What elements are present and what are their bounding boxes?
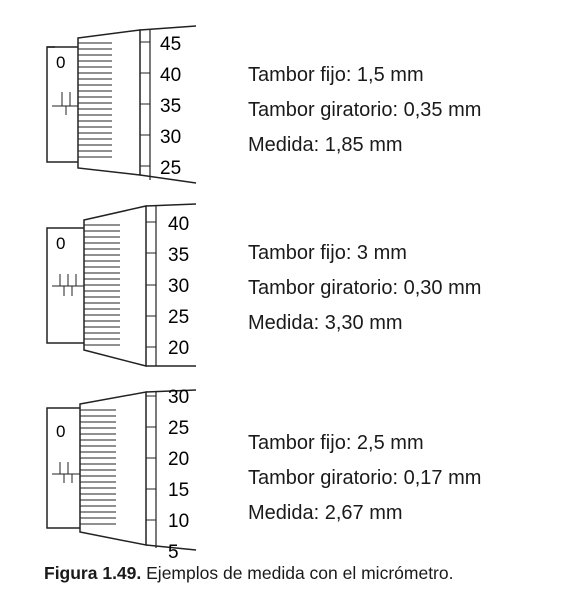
sleeve-zero-label: 0 xyxy=(56,422,65,441)
thimble-tick-label: 20 xyxy=(168,449,189,470)
measurement-block-2: Tambor fijo: 3 mm Tambor giratorio: 0,30… xyxy=(248,236,568,341)
figure-label: Figura 1.49. xyxy=(44,563,142,583)
thimble-graduations xyxy=(80,409,116,525)
thimble xyxy=(83,205,147,367)
thimble-tick-label: 25 xyxy=(160,158,181,179)
thimble-graduations xyxy=(84,224,120,346)
micrometer-drawing: 0 40 35 30 25 xyxy=(46,203,197,367)
thimble-tick-label: 40 xyxy=(168,214,189,235)
thimble-tick-label: 20 xyxy=(168,338,189,359)
micrometer-drawing: 0 45 40 35 30 xyxy=(46,25,197,184)
thimble-tick-label: 25 xyxy=(168,307,189,328)
thimble-tick-label: 5 xyxy=(168,542,179,563)
thimble-tick-label: 40 xyxy=(160,65,181,86)
thimble-tick-label: 30 xyxy=(168,276,189,297)
fixed-drum-reading: Tambor fijo: 3 mm xyxy=(248,242,407,264)
sleeve-zero-label: 0 xyxy=(56,234,65,253)
micrometer-drawing: 0 30 25 20 15 10 5 xyxy=(46,387,197,563)
thimble-tick-label: 35 xyxy=(160,96,181,117)
micrometer-diagram-1: 0 45 40 35 30 xyxy=(0,20,210,200)
rotating-drum-reading: Tambor giratorio: 0,17 mm xyxy=(248,467,482,489)
total-measurement: Medida: 3,30 mm xyxy=(248,312,403,334)
thimble-tick-label: 15 xyxy=(168,480,189,501)
thimble-graduations xyxy=(78,42,112,158)
figure-caption: Figura 1.49. Ejemplos de medida con el m… xyxy=(44,563,453,584)
thimble-tick-label: 25 xyxy=(168,418,189,439)
measurement-block-3: Tambor fijo: 2,5 mm Tambor giratorio: 0,… xyxy=(248,426,568,531)
total-measurement: Medida: 1,85 mm xyxy=(248,134,403,156)
rotating-drum-reading: Tambor giratorio: 0,35 mm xyxy=(248,99,482,121)
micrometer-diagram-2: 0 40 35 30 25 xyxy=(0,198,210,378)
thimble xyxy=(79,391,147,546)
rotating-drum-reading: Tambor giratorio: 0,30 mm xyxy=(248,277,482,299)
thimble-tick-label: 30 xyxy=(160,127,181,148)
sleeve-zero-label: 0 xyxy=(56,53,65,72)
fixed-drum-reading: Tambor fijo: 1,5 mm xyxy=(248,64,424,86)
micrometer-diagram-3: 0 30 25 20 15 10 5 xyxy=(0,380,210,563)
thimble-tick-label: 10 xyxy=(168,511,189,532)
total-measurement: Medida: 2,67 mm xyxy=(248,502,403,524)
measurement-block-1: Tambor fijo: 1,5 mm Tambor giratorio: 0,… xyxy=(248,58,568,163)
thimble-tick-label: 30 xyxy=(168,387,189,408)
fixed-drum-reading: Tambor fijo: 2,5 mm xyxy=(248,432,424,454)
figure-caption-text: Ejemplos de medida con el micrómetro. xyxy=(141,563,454,583)
thimble-tick-label: 35 xyxy=(168,245,189,266)
thimble-tick-label: 45 xyxy=(160,34,181,55)
